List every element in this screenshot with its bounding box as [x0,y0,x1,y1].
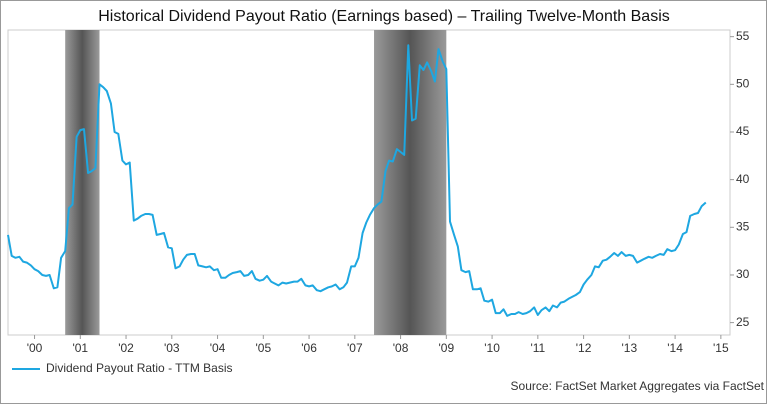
x-tick-label: '00 [27,341,43,355]
recession-band [65,30,100,335]
x-tick-label: '12 [576,341,592,355]
x-tick-label: '11 [530,341,545,355]
x-tick-label: '05 [255,341,271,355]
y-tick-label: 55 [736,29,750,43]
x-tick-label: '03 [164,341,180,355]
plot-area [7,29,731,336]
y-tick-label: 25 [736,315,750,329]
x-tick-label: '07 [347,341,363,355]
x-tick-label: '01 [72,341,88,355]
x-tick-label: '02 [118,341,134,355]
y-tick-label: 45 [736,124,750,138]
y-tick-label: 35 [736,219,750,233]
x-tick-label: '10 [484,341,500,355]
x-tick-label: '04 [210,341,226,355]
x-tick-label: '14 [667,341,683,355]
y-tick-label: 50 [736,77,750,91]
legend-label: Dividend Payout Ratio - TTM Basis [46,361,233,375]
source: Source: FactSet Market Aggregates via Fa… [511,379,765,393]
y-tick-label: 30 [736,267,750,281]
line [7,44,707,317]
chart-title: Historical Dividend Payout Ratio (Earnin… [98,8,670,25]
x-tick-label: '06 [301,341,317,355]
x-tick-label: '13 [622,341,638,355]
y-tick-label: 40 [736,172,750,186]
x-tick-label: '15 [713,341,729,355]
x-tick-label: '09 [439,341,455,355]
x-tick-label: '08 [393,341,409,355]
